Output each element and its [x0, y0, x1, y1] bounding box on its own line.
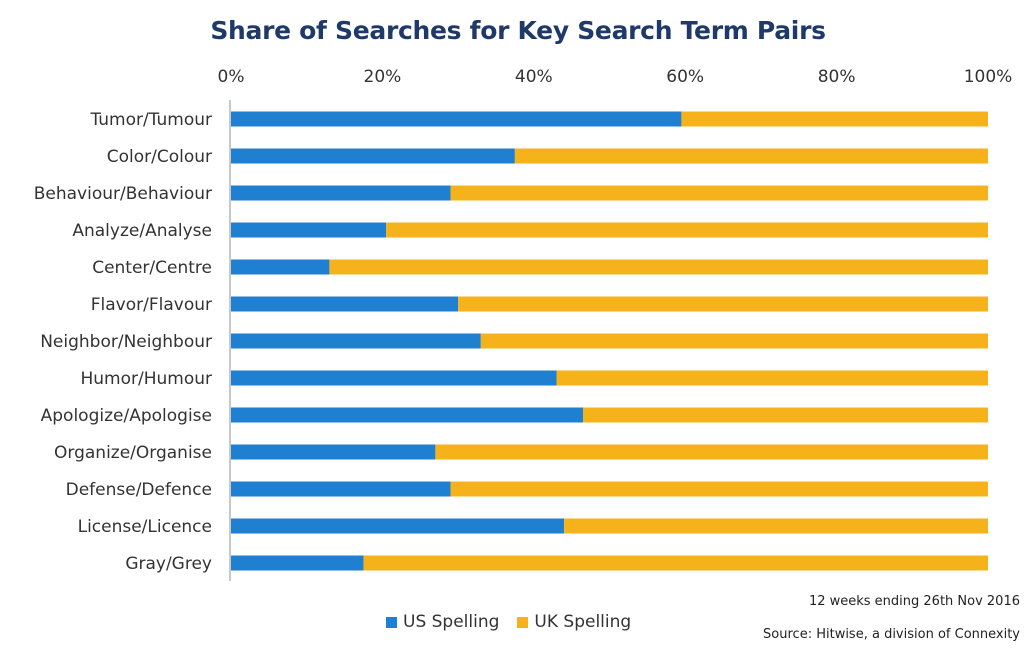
category-label: License/Licence — [78, 517, 212, 537]
bar-us-spelling — [231, 370, 557, 386]
category-label: Organize/Organise — [54, 443, 212, 463]
bar-uk-spelling — [363, 555, 989, 571]
category-label: Flavor/Flavour — [91, 295, 212, 315]
category-label: Defense/Defence — [66, 480, 212, 500]
legend-label-uk: UK Spelling — [534, 612, 632, 632]
legend-item-us: US Spelling — [386, 612, 499, 632]
bar-uk-spelling — [480, 333, 988, 349]
chart-legend: US Spelling UK Spelling — [386, 612, 649, 632]
bar-us-spelling — [231, 518, 565, 534]
bar-uk-spelling — [458, 296, 989, 312]
category-label: Humor/Humour — [80, 369, 212, 389]
x-tick-label: 0% — [218, 67, 245, 87]
bar-us-spelling — [231, 333, 481, 349]
source-note: Source: Hitwise, a division of Connexity — [763, 627, 1020, 642]
category-label: Analyze/Analyse — [72, 221, 212, 241]
bar-us-spelling — [231, 481, 451, 497]
bar-uk-spelling — [435, 444, 988, 460]
bar-uk-spelling — [450, 481, 988, 497]
bar-us-spelling — [231, 222, 387, 238]
bar-us-spelling — [231, 185, 451, 201]
x-tick-label: 20% — [364, 67, 402, 87]
bar-uk-spelling — [329, 259, 988, 275]
legend-label-us: US Spelling — [403, 612, 500, 632]
bar-us-spelling — [231, 555, 364, 571]
x-tick-label: 60% — [666, 67, 704, 87]
legend-swatch-us — [386, 616, 397, 628]
category-label: Center/Centre — [92, 258, 212, 278]
bar-uk-spelling — [681, 111, 988, 127]
bar-us-spelling — [231, 111, 682, 127]
bar-us-spelling — [231, 444, 436, 460]
chart-title: Share of Searches for Key Search Term Pa… — [210, 16, 826, 45]
legend-swatch-uk — [517, 616, 529, 628]
period-note: 12 weeks ending 26th Nov 2016 — [808, 594, 1020, 609]
category-label: Neighbor/Neighbour — [40, 332, 212, 352]
bar-uk-spelling — [564, 518, 988, 534]
x-tick-label: 80% — [818, 67, 856, 87]
bar-us-spelling — [231, 407, 584, 423]
category-label: Tumor/Tumour — [89, 110, 212, 130]
category-label: Color/Colour — [107, 147, 212, 167]
bar-uk-spelling — [583, 407, 988, 423]
legend-item-uk: UK Spelling — [517, 612, 631, 632]
bar-us-spelling — [231, 148, 515, 164]
x-tick-label: 100% — [964, 67, 1013, 87]
category-label: Apologize/Apologise — [41, 406, 212, 426]
bar-uk-spelling — [556, 370, 988, 386]
bar-us-spelling — [231, 296, 459, 312]
x-tick-label: 40% — [515, 67, 553, 87]
bar-us-spelling — [231, 259, 330, 275]
category-label: Gray/Grey — [125, 554, 212, 574]
bar-uk-spelling — [450, 185, 988, 201]
category-label: Behaviour/Behaviour — [34, 184, 212, 204]
bar-uk-spelling — [386, 222, 988, 238]
bar-uk-spelling — [514, 148, 988, 164]
